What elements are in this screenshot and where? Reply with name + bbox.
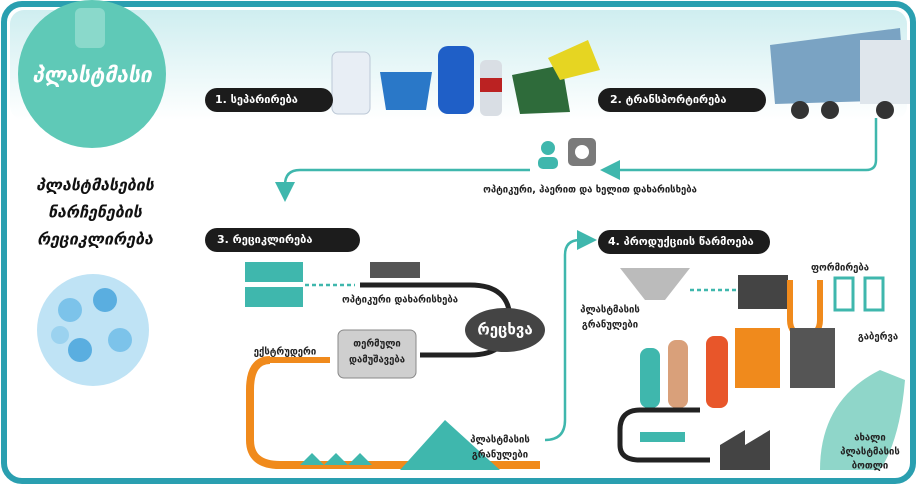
forming-label: ფორმირება: [811, 263, 869, 274]
step-label: 2. ტრანსპორტირება: [610, 93, 726, 106]
production-line-part: [790, 328, 835, 388]
production-line-part: [735, 328, 780, 388]
heading-part: ნარჩენების: [48, 203, 142, 222]
sorting-icon-part: [538, 157, 558, 169]
extruder-label: ექსტრუდერი: [254, 347, 316, 358]
step-label: 3. რეციკლირება: [217, 233, 312, 246]
title-badge-part: [75, 8, 105, 48]
washing-label: რეცხვა: [477, 321, 532, 339]
recycling-line-part: [300, 453, 372, 465]
truck-part: [821, 101, 839, 119]
production-line-part: [640, 348, 660, 408]
title-badge: პლასტმასი: [18, 0, 166, 148]
thermal-label: დამუშავება: [349, 355, 405, 366]
waste-items-part: [380, 72, 432, 110]
title: პლასტმასი: [32, 63, 153, 87]
new-bottle-label: ახალი: [854, 433, 885, 444]
sorting-icon-part: [541, 141, 555, 155]
production-granules-label: პლასტმასის: [580, 305, 640, 316]
bottles-photo-part: [108, 328, 132, 352]
recycling-line-part: [245, 287, 303, 307]
granules-label: გრანულები: [472, 450, 528, 461]
optical-label: ოპტიკური დახარისხება: [342, 295, 458, 306]
blowing-label: გაბერვა: [858, 332, 898, 343]
new-bottle-label: პლასტმასის: [840, 447, 900, 458]
production-granules-label: გრანულები: [582, 320, 638, 331]
bottles-photo-part: [68, 338, 92, 362]
heading: პლასტმასების ნარჩენების რეციკლირება: [36, 176, 154, 249]
step-label: 1. სეპარირება: [215, 93, 298, 106]
new-bottle-label: ბოთლი: [852, 461, 889, 472]
step-label: 4. პროდუქციის წარმოება: [608, 235, 754, 248]
bottles-photo-part: [93, 288, 117, 312]
truck-part: [876, 101, 894, 119]
truck-part: [860, 40, 910, 104]
bottles-photo: [37, 274, 149, 386]
production-line-part: [640, 432, 685, 442]
sorting-label: ოპტიკური, ჰაერით და ხელით დახარისხება: [483, 185, 697, 196]
sorting-icon-part: [575, 145, 589, 159]
bottles-photo-part: [58, 298, 82, 322]
production-line-part: [706, 336, 728, 408]
waste-items-part: [438, 46, 474, 114]
heading-part: პლასტმასების: [36, 176, 154, 195]
production-line-part: [668, 340, 688, 408]
truck-part: [791, 101, 809, 119]
waste-items-part: [332, 52, 370, 114]
production-line-part: [738, 275, 788, 309]
bottles-photo-part: [51, 326, 69, 344]
thermal-label: თერმული: [353, 339, 401, 350]
infographic: პლასტმასი პლასტმასების ნარჩენების რეციკლ…: [0, 0, 917, 485]
granules-label: პლასტმასის: [470, 435, 530, 446]
recycling-line-part: [370, 262, 420, 278]
waste-items-part: [480, 78, 502, 92]
heading-part: რეციკლირება: [37, 230, 153, 249]
recycling-line-part: [245, 262, 303, 282]
